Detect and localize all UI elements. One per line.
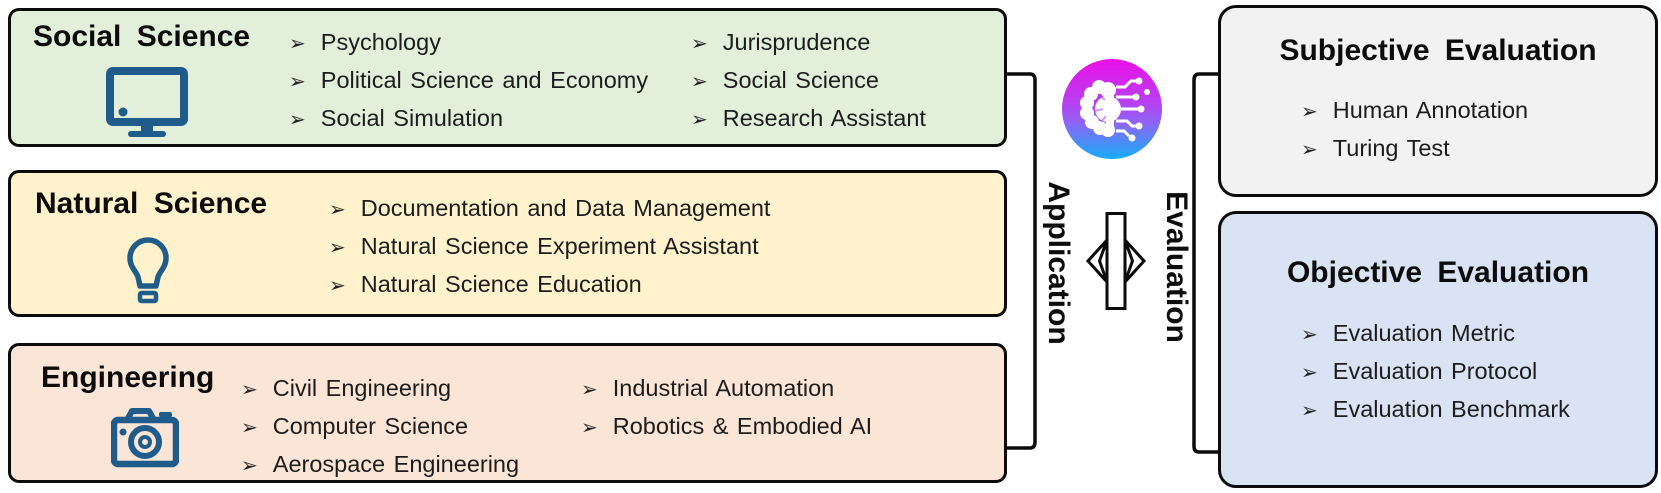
arrow-bullet-icon: ➢: [691, 70, 708, 93]
list-item-label: Robotics & Embodied AI: [612, 412, 873, 439]
subjective-evaluation-title: Subjective Evaluation: [1279, 34, 1597, 67]
right-group-bracket: [1192, 72, 1223, 454]
objective-evaluation-list: ➢ Evaluation Metric ➢ Evaluation Protocol …: [1301, 314, 1570, 428]
arrow-bullet-icon: ➢: [1301, 323, 1318, 346]
arrow-bullet-icon: ➢: [289, 32, 306, 55]
list-item: ➢ Evaluation Metric: [1301, 314, 1570, 352]
list-item: ➢ Industrial Automation: [581, 369, 872, 407]
list-item-label: Research Assistant: [722, 104, 926, 131]
list-item-label: Aerospace Engineering: [272, 450, 520, 477]
lightbulb-icon: [127, 237, 169, 304]
subjective-evaluation-list: ➢ Human Annotation ➢ Turing Test: [1301, 91, 1528, 167]
list-item-label: Jurisprudence: [722, 28, 871, 55]
arrow-bullet-icon: ➢: [691, 32, 708, 55]
engineering-list-col1: ➢ Civil Engineering ➢ Computer Science ➢ Ae…: [241, 369, 519, 483]
arrow-bullet-icon: ➢: [241, 454, 258, 477]
camera-icon: [111, 408, 179, 468]
arrow-bullet-icon: ➢: [329, 198, 346, 221]
evaluation-label: Evaluation: [1160, 191, 1193, 343]
arrow-bullet-icon: ➢: [241, 416, 258, 439]
arrow-bullet-icon: ➢: [1301, 361, 1318, 384]
left-group-bracket: [1006, 72, 1037, 450]
list-item-label: Natural Science Experiment Assistant: [360, 232, 759, 259]
engineering-box: Engineering ➢ Civil Engineering ➢ Computer…: [8, 343, 1007, 483]
arrow-bullet-icon: ➢: [241, 378, 258, 401]
list-item: ➢ Evaluation Benchmark: [1301, 390, 1570, 428]
list-item: ➢ Computer Science: [241, 407, 519, 445]
subjective-evaluation-box: Subjective Evaluation ➢ Human Annotation …: [1218, 5, 1658, 197]
list-item-label: Human Annotation: [1332, 96, 1529, 123]
list-item-label: Psychology: [320, 28, 441, 55]
ai-agent-badge: [1062, 59, 1162, 159]
arrow-bullet-icon: ➢: [1301, 399, 1318, 422]
list-item: ➢ Evaluation Protocol: [1301, 352, 1570, 390]
arrow-bullet-icon: ➢: [691, 108, 708, 131]
list-item: ➢ Civil Engineering: [241, 369, 519, 407]
list-item-label: Social Science: [722, 66, 879, 93]
natural-science-title: Natural Science: [35, 187, 268, 220]
social-science-list-col2: ➢ Jurisprudence ➢ Social Science ➢ Research…: [691, 23, 926, 137]
arrow-bullet-icon: ➢: [581, 416, 598, 439]
list-item: ➢ Psychology: [289, 23, 648, 61]
application-label: Application: [1042, 181, 1075, 345]
list-item: ➢ Robotics & Embodied AI: [581, 407, 872, 445]
list-item-label: Industrial Automation: [612, 374, 835, 401]
social-science-title: Social Science: [33, 20, 251, 53]
list-item-label: Evaluation Metric: [1332, 319, 1516, 346]
engineering-list-col2: ➢ Industrial Automation ➢ Robotics & Embod…: [581, 369, 872, 445]
list-item-label: Civil Engineering: [272, 374, 452, 401]
double-arrow-icon: [1086, 212, 1146, 310]
arrow-bullet-icon: ➢: [1301, 100, 1318, 123]
brain-circuit-icon: [1080, 77, 1150, 142]
list-item-label: Natural Science Education: [360, 270, 642, 297]
list-item: ➢ Social Science: [691, 61, 926, 99]
list-item: ➢ Natural Science Education: [329, 265, 770, 303]
list-item: ➢ Jurisprudence: [691, 23, 926, 61]
monitor-icon: [106, 67, 188, 137]
list-item: ➢ Research Assistant: [691, 99, 926, 137]
objective-evaluation-box: Objective Evaluation ➢ Evaluation Metric …: [1218, 211, 1658, 488]
objective-evaluation-title: Objective Evaluation: [1286, 256, 1590, 289]
list-item: ➢ Aerospace Engineering: [241, 445, 519, 483]
list-item: ➢ Human Annotation: [1301, 91, 1528, 129]
social-science-list-col1: ➢ Psychology ➢ Political Science and Econo…: [289, 23, 648, 137]
list-item-label: Turing Test: [1332, 134, 1450, 161]
list-item: ➢ Political Science and Economy: [289, 61, 648, 99]
arrow-bullet-icon: ➢: [1301, 138, 1318, 161]
list-item-label: Documentation and Data Management: [360, 194, 771, 221]
arrow-bullet-icon: ➢: [581, 378, 598, 401]
arrow-bullet-icon: ➢: [329, 274, 346, 297]
list-item-label: Evaluation Benchmark: [1332, 395, 1570, 422]
social-science-box: Social Science ➢ Psychology ➢ Political Sc…: [8, 8, 1007, 147]
arrow-bullet-icon: ➢: [289, 108, 306, 131]
list-item-label: Computer Science: [272, 412, 469, 439]
engineering-title: Engineering: [41, 361, 215, 394]
natural-science-list: ➢ Documentation and Data Management ➢ Natu…: [329, 189, 770, 303]
arrow-bullet-icon: ➢: [329, 236, 346, 259]
list-item: ➢ Turing Test: [1301, 129, 1528, 167]
list-item-label: Evaluation Protocol: [1332, 357, 1538, 384]
list-item-label: Political Science and Economy: [320, 66, 649, 93]
list-item: ➢ Natural Science Experiment Assistant: [329, 227, 770, 265]
list-item-label: Social Simulation: [320, 104, 504, 131]
list-item: ➢ Social Simulation: [289, 99, 648, 137]
list-item: ➢ Documentation and Data Management: [329, 189, 770, 227]
arrow-bullet-icon: ➢: [289, 70, 306, 93]
natural-science-box: Natural Science ➢ Documentation and Data …: [8, 170, 1007, 317]
